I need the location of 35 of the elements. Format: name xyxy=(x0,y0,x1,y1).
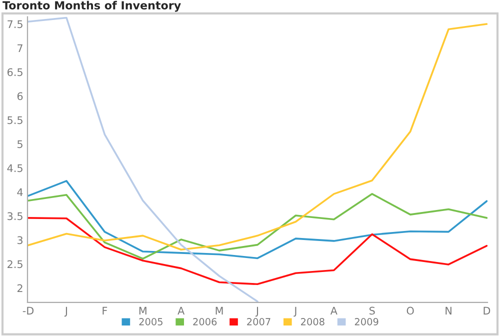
x-tick-label: M xyxy=(139,306,146,314)
line-series xyxy=(28,217,488,286)
y-tick-label: 6.5 xyxy=(7,68,22,76)
legend-label: 2005 xyxy=(139,318,162,326)
chart-title: Toronto Months of Inventory xyxy=(2,0,181,12)
x-tick-label: F xyxy=(102,306,108,314)
x-tick-label: S xyxy=(370,306,375,315)
y-tick-label: 4 xyxy=(17,188,23,196)
legend-label: 2006 xyxy=(193,318,217,326)
y-tick-label: 2.5 xyxy=(8,260,22,268)
legend-label: 2008 xyxy=(301,318,324,326)
x-tick-label: J xyxy=(255,306,258,317)
y-tick-label: 5.5 xyxy=(8,116,22,124)
y-tick-label: 7.5 xyxy=(8,20,22,28)
line-series xyxy=(28,23,488,251)
x-tick-label: A xyxy=(178,306,185,314)
line-series xyxy=(28,193,488,260)
x-tick-label: D xyxy=(484,306,490,314)
x-tick-label: A xyxy=(330,306,338,314)
y-tick-label: 3 xyxy=(18,236,22,244)
x-tick-label: J xyxy=(294,306,296,317)
y-tick-label: 7 xyxy=(18,44,22,52)
y-tick-label: 5 xyxy=(18,140,22,148)
x-tick-label: -D xyxy=(22,306,34,314)
legend-label: 2009 xyxy=(354,318,378,326)
y-tick-label: 4.5 xyxy=(7,164,22,172)
y-tick-label: 2 xyxy=(17,284,22,292)
x-tick-label: N xyxy=(446,306,452,314)
x-tick-label: O xyxy=(406,306,414,315)
legend-label: 2007 xyxy=(247,318,270,326)
x-tick-label: J xyxy=(64,306,67,317)
y-tick-label: 6 xyxy=(17,92,23,100)
x-tick-label: M xyxy=(216,306,223,314)
line-series xyxy=(28,180,488,260)
y-tick-label: 3.5 xyxy=(8,212,22,220)
